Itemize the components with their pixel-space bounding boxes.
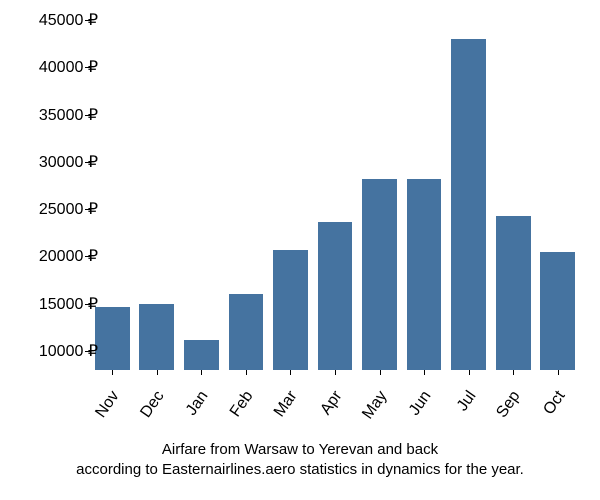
x-tick-label: Jan [173, 388, 213, 434]
x-tick-mark [290, 370, 291, 375]
x-tick-label: Oct [529, 388, 569, 434]
x-tick-label: Apr [306, 388, 346, 434]
y-tick-mark [85, 209, 90, 210]
x-tick-mark [246, 370, 247, 375]
plot-area [90, 20, 580, 370]
x-tick-mark [201, 370, 202, 375]
y-tick-mark [85, 351, 90, 352]
bar [139, 304, 174, 370]
bar [540, 252, 575, 370]
x-tick-mark [469, 370, 470, 375]
x-tick-label: May [351, 388, 391, 434]
x-tick-label: Jun [395, 388, 435, 434]
x-tick-mark [335, 370, 336, 375]
caption-line-1: Airfare from Warsaw to Yerevan and back [162, 441, 438, 458]
y-tick-mark [85, 256, 90, 257]
x-tick-mark [112, 370, 113, 375]
x-tick-mark [380, 370, 381, 375]
bar [451, 39, 486, 370]
x-tick-mark [157, 370, 158, 375]
chart-caption: Airfare from Warsaw to Yerevan and back … [0, 440, 600, 481]
x-tick-label: Nov [84, 388, 124, 434]
x-tick-label: Dec [128, 388, 168, 434]
caption-line-2: according to Easternairlines.aero statis… [76, 461, 524, 478]
x-tick-label: Jul [440, 388, 480, 434]
x-tick-label: Sep [485, 388, 525, 434]
bar [184, 340, 219, 370]
x-tick-label: Mar [262, 388, 302, 434]
bar [95, 307, 130, 370]
y-tick-mark [85, 115, 90, 116]
bar [273, 250, 308, 370]
airfare-bar-chart [90, 20, 580, 370]
y-tick-mark [85, 20, 90, 21]
y-tick-mark [85, 304, 90, 305]
bar [229, 294, 264, 370]
x-tick-mark [558, 370, 559, 375]
bar [407, 179, 442, 370]
bar [362, 179, 397, 370]
x-tick-mark [424, 370, 425, 375]
bar [318, 222, 353, 371]
y-tick-mark [85, 162, 90, 163]
x-tick-mark [513, 370, 514, 375]
x-tick-label: Feb [217, 388, 257, 434]
y-tick-mark [85, 67, 90, 68]
bar [496, 216, 531, 370]
